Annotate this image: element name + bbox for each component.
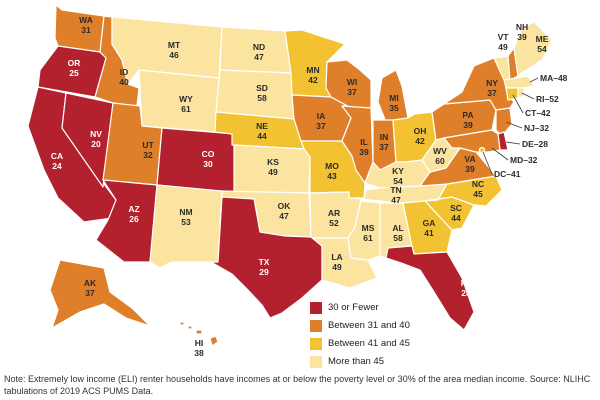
state-label-ut: UT 32 <box>142 140 154 160</box>
state-hi-2 <box>195 329 203 335</box>
state-label-az: AZ 26 <box>128 204 139 224</box>
state-il <box>341 105 374 184</box>
callout-nj: NJ–32 <box>524 123 549 133</box>
state-label-nc: NC 45 <box>472 179 484 199</box>
state-label-nm: NM 53 <box>179 207 192 227</box>
callout-de: DE–28 <box>522 139 548 149</box>
leader-ma <box>529 77 539 83</box>
legend: 30 or Fewer Between 31 and 40 Between 41… <box>310 300 410 372</box>
state-md <box>443 129 501 153</box>
state-label-ia: IA 37 <box>316 111 326 131</box>
state-dc <box>478 146 486 154</box>
state-label-ny: NY 37 <box>486 78 498 98</box>
state-ma <box>503 75 535 89</box>
state-label-la: LA 49 <box>331 252 342 272</box>
state-label-or: OR 25 <box>68 58 81 78</box>
state-label-nv: NV 20 <box>90 129 102 149</box>
state-label-ga: GA 41 <box>423 218 436 238</box>
state-label-me: ME 54 <box>536 34 549 54</box>
state-nj <box>495 107 513 137</box>
state-label-fl: FL 28 <box>461 278 471 298</box>
state-label-ca: CA 24 <box>51 151 63 171</box>
state-label-wv: WV 60 <box>433 146 447 166</box>
state-label-al: AL 58 <box>392 223 403 243</box>
state-tx <box>210 196 323 319</box>
leader-dc <box>482 151 493 175</box>
leader-ri <box>521 92 535 100</box>
state-label-sd: SD 58 <box>256 83 268 103</box>
state-label-ok: OK 47 <box>278 201 292 221</box>
hawaii-islands <box>179 321 219 347</box>
state-label-co: CO 30 <box>202 149 215 169</box>
state-label-hi: HI 38 <box>194 338 204 358</box>
callout-ct: CT–42 <box>525 108 551 118</box>
leader-de <box>505 141 521 145</box>
state-label-sc: SC 44 <box>450 203 462 223</box>
state-labels: WA 31 OR 25 CA 24 NV 20 ID 40 MT 46 WY 61 UT 32 … <box>51 15 549 358</box>
legend-swatch <box>310 301 322 314</box>
legend-swatch <box>310 337 322 350</box>
small-state-callouts: MA–48 RI–52 CT–42 NJ–32 DE–28 MD–32 DC–4… <box>482 73 568 179</box>
legend-swatch <box>310 355 322 368</box>
legend-label: Between 41 and 45 <box>328 338 410 349</box>
callout-ri: RI–52 <box>536 94 559 104</box>
state-label-va: VA 39 <box>464 154 475 174</box>
state-label-ar: AR 52 <box>328 208 340 228</box>
state-label-mt: MT 46 <box>168 40 181 60</box>
state-label-ky: KY 54 <box>392 166 404 186</box>
state-label-ks: KS 49 <box>267 157 279 177</box>
state-label-ne: NE 44 <box>256 121 268 141</box>
state-label-oh: OH 42 <box>414 126 427 146</box>
state-me <box>513 21 553 77</box>
leader-md <box>491 147 509 161</box>
state-label-mn: MN 42 <box>306 65 319 85</box>
state-label-tx: TX 29 <box>259 257 270 277</box>
callout-dc: DC–41 <box>494 169 521 179</box>
state-label-il: IL 39 <box>359 137 369 157</box>
state-label-pa: PA 39 <box>462 110 473 130</box>
legend-label: Between 31 and 40 <box>328 320 410 331</box>
state-label-wy: WY 61 <box>179 94 193 114</box>
state-hi-3 <box>187 325 193 330</box>
leader-ct <box>512 94 524 114</box>
state-label-in: IN 37 <box>379 132 389 152</box>
source-note: Note: Extremely low income (ELI) renter … <box>4 374 591 396</box>
state-label-wi: WI 37 <box>347 77 357 97</box>
state-label-nd: ND 47 <box>253 42 265 62</box>
state-label-wa: WA 31 <box>79 15 93 35</box>
state-label-id: ID 40 <box>119 67 129 87</box>
state-fl <box>385 245 475 331</box>
legend-swatch <box>310 319 322 332</box>
state-label-vt: VT 49 <box>498 32 510 52</box>
state-label-ak: AK 37 <box>84 278 97 298</box>
callout-md: MD–32 <box>510 155 538 165</box>
legend-item: Between 41 and 45 <box>310 336 410 351</box>
legend-item: 30 or Fewer <box>310 300 410 315</box>
legend-label: 30 or Fewer <box>328 302 379 313</box>
state-nv <box>61 92 114 188</box>
state-label-mi: MI 35 <box>389 93 399 113</box>
state-co <box>156 127 236 194</box>
callout-ma: MA–48 <box>540 73 568 83</box>
state-ct <box>505 87 519 101</box>
state-label-tn: TN 47 <box>390 185 401 205</box>
state-ak <box>49 259 151 329</box>
state-hi <box>209 335 219 347</box>
state-label-nh: NH 39 <box>516 22 528 42</box>
legend-label: More than 45 <box>328 356 384 367</box>
state-ri <box>517 87 525 99</box>
state-hi-4 <box>179 321 185 326</box>
state-label-mo: MO 43 <box>325 161 339 181</box>
state-label-ms: MS 61 <box>362 223 375 243</box>
state-sd <box>215 69 295 120</box>
legend-item: Between 31 and 40 <box>310 318 410 333</box>
legend-item: More than 45 <box>310 354 410 369</box>
leader-nj <box>505 121 523 129</box>
state-wa <box>54 4 105 53</box>
